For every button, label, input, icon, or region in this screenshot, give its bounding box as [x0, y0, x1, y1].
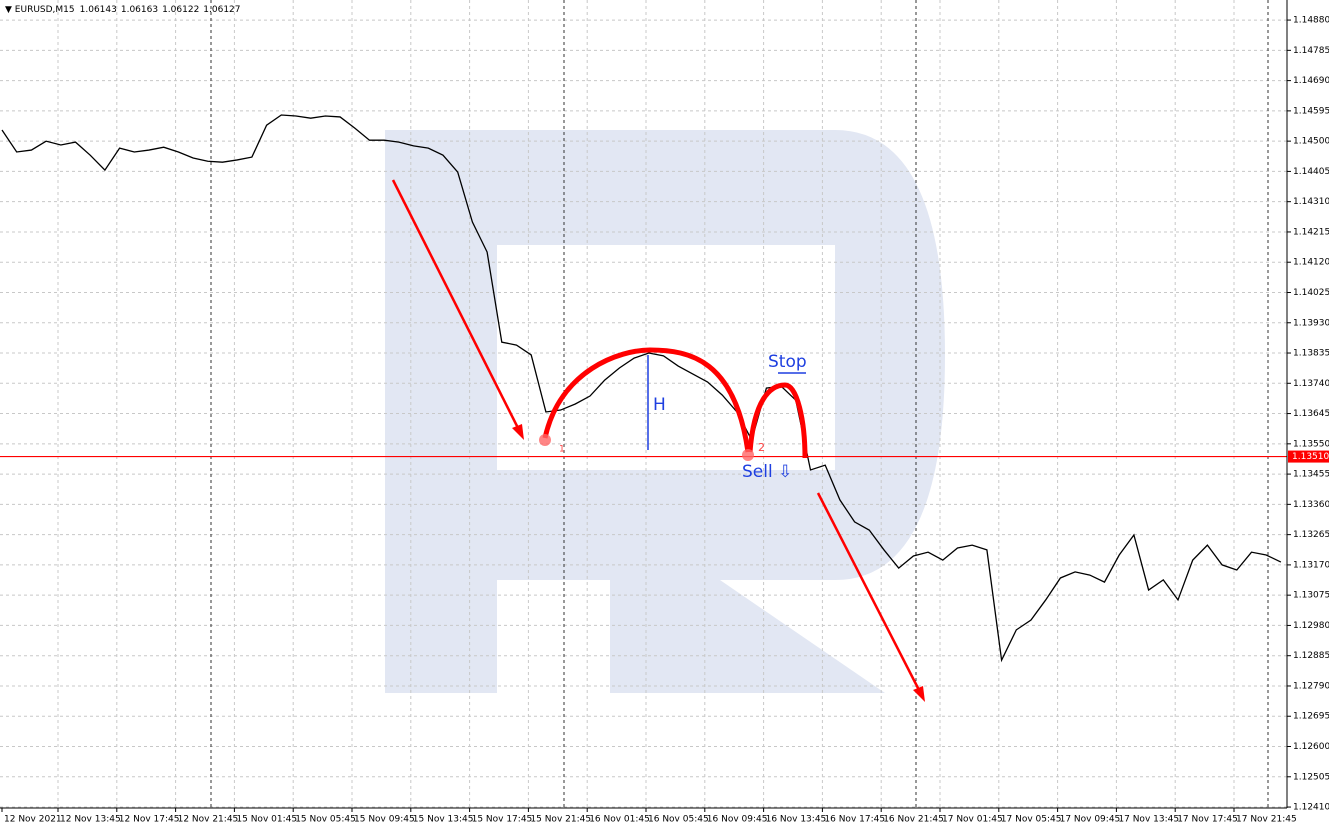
annotation-sell: Sell ⇩ [742, 462, 792, 482]
x-tick-label: 12 Nov 2021 [4, 815, 62, 825]
x-tick-label: 16 Nov 05:45 [648, 815, 709, 825]
x-tick-label: 15 Nov 13:45 [413, 815, 474, 825]
y-tick-label: 1.13930 [1293, 318, 1329, 328]
x-tick-label: 17 Nov 09:45 [1060, 815, 1121, 825]
x-tick-label: 16 Nov 09:45 [707, 815, 768, 825]
close: 1.06127 [203, 5, 240, 15]
annotation-point-1: 1 [559, 445, 565, 455]
y-tick-label: 1.13170 [1293, 560, 1329, 570]
open: 1.06143 [80, 5, 117, 15]
current-price-box [1288, 450, 1329, 463]
x-tick-label: 12 Nov 21:45 [178, 815, 239, 825]
y-tick-label: 1.12410 [1293, 803, 1329, 813]
x-tick-label: 16 Nov 13:45 [766, 815, 827, 825]
annotation-point-2: 2 [758, 441, 765, 454]
x-tick-label: 15 Nov 05:45 [295, 815, 356, 825]
y-tick-label: 1.14690 [1293, 76, 1329, 86]
x-tick-label: 12 Nov 17:45 [119, 815, 180, 825]
x-tick-label: 15 Nov 01:45 [236, 815, 297, 825]
y-tick-label: 1.14880 [1293, 16, 1329, 26]
y-tick-label: 1.12600 [1293, 742, 1329, 752]
plot [0, 114, 1287, 663]
y-tick-label: 1.13360 [1293, 500, 1329, 510]
grid [0, 0, 1287, 808]
y-tick-label: 1.12885 [1293, 651, 1329, 661]
x-tick-label: 17 Nov 13:45 [1118, 815, 1179, 825]
y-tick-label: 1.12980 [1293, 621, 1329, 631]
price-line-series [1, 114, 1282, 663]
x-tick-label: 15 Nov 17:45 [472, 815, 533, 825]
y-tick-label: 1.14785 [1293, 46, 1329, 56]
x-tick-label: 17 Nov 21:45 [1236, 815, 1297, 825]
y-tick-label: 1.12695 [1293, 712, 1329, 722]
collapse-icon: ▼ [5, 5, 15, 15]
y-tick-label: 1.14595 [1293, 106, 1329, 116]
x-tick-label: 16 Nov 21:45 [883, 815, 944, 825]
y-tick-label: 1.13550 [1293, 439, 1329, 449]
low: 1.06122 [162, 5, 199, 15]
y-tick-label: 1.14405 [1293, 167, 1329, 177]
x-tick-label: 15 Nov 09:45 [354, 815, 415, 825]
chart-header: ▼ EURUSD,M15 1.06143 1.06163 1.06122 1.06127 [5, 5, 241, 15]
x-tick-label: 17 Nov 05:45 [1001, 815, 1062, 825]
y-tick-label: 1.13265 [1293, 530, 1329, 540]
y-tick-label: 1.13645 [1293, 409, 1329, 419]
y-tick-label: 1.14310 [1293, 197, 1329, 207]
y-tick-label: 1.12505 [1293, 772, 1329, 782]
high: 1.06163 [121, 5, 158, 15]
x-tick-label: 17 Nov 17:45 [1177, 815, 1238, 825]
x-tick-label: 16 Nov 17:45 [824, 815, 885, 825]
y-tick-label: 1.13740 [1293, 379, 1329, 389]
y-tick-label: 1.13455 [1293, 470, 1329, 480]
y-tick-label: 1.14120 [1293, 258, 1329, 268]
x-tick-label: 12 Nov 13:45 [60, 815, 121, 825]
y-tick-label: 1.14215 [1293, 227, 1329, 237]
y-tick-label: 1.14025 [1293, 288, 1329, 298]
x-tick-label: 15 Nov 21:45 [530, 815, 591, 825]
y-tick-label: 1.13835 [1293, 349, 1329, 359]
current-price-label: 1.13510 [1292, 452, 1329, 462]
y-tick-label: 1.14500 [1293, 137, 1329, 147]
x-tick-label: 16 Nov 01:45 [589, 815, 650, 825]
annotation-stop: Stop [768, 352, 807, 372]
y-tick-label: 1.13075 [1293, 591, 1329, 601]
x-tick-label: 17 Nov 01:45 [942, 815, 1003, 825]
y-tick-label: 1.12790 [1293, 681, 1329, 691]
watermark [385, 130, 945, 693]
annotation-h: H [653, 395, 666, 415]
drawings [391, 179, 925, 702]
symbol: EURUSD,M15 [15, 5, 75, 15]
